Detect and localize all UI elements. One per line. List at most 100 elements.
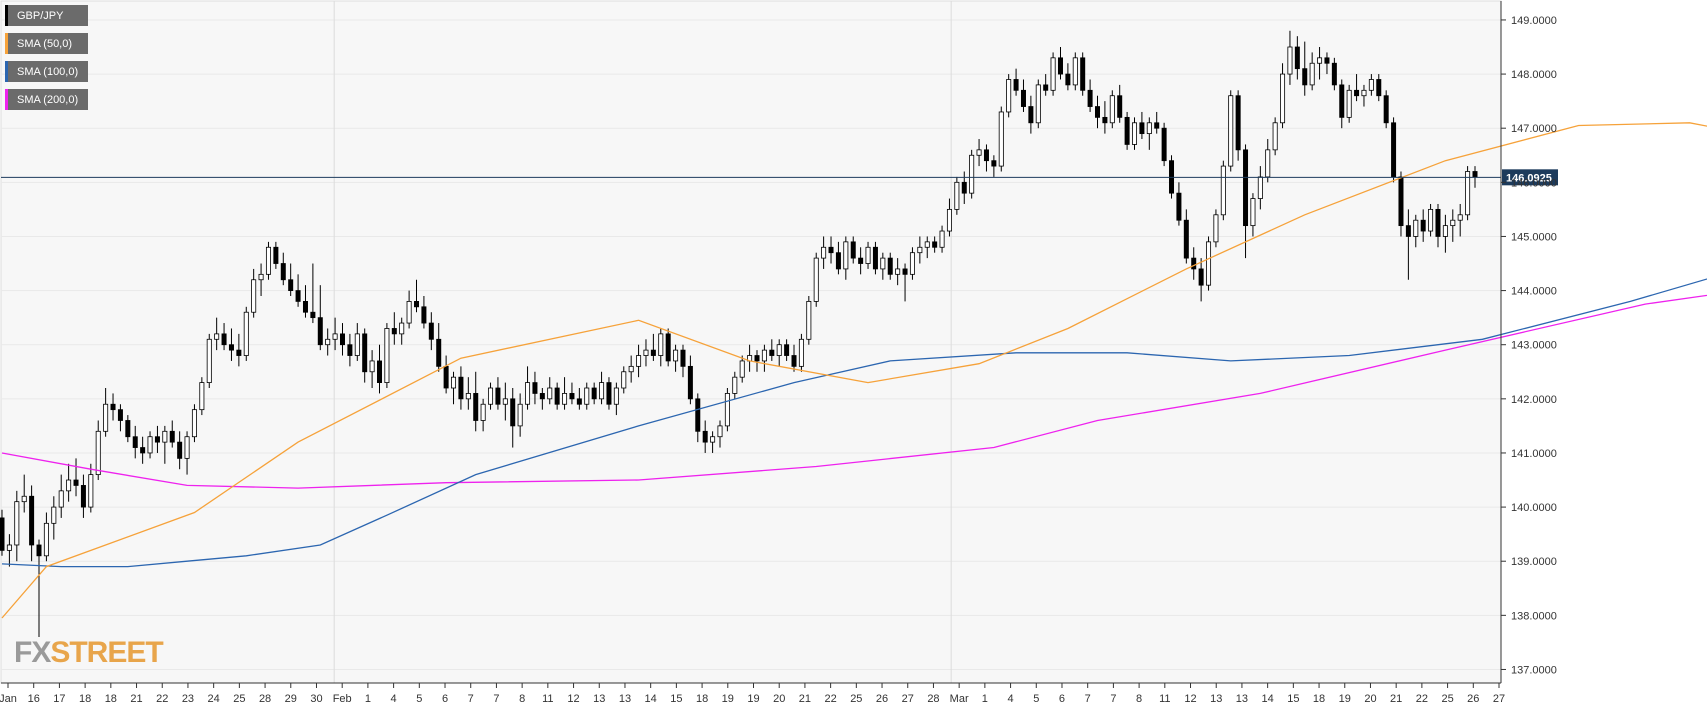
x-tick-label: 29 xyxy=(285,693,297,705)
candle xyxy=(117,404,123,432)
x-tick-label: 22 xyxy=(1416,693,1428,705)
candle xyxy=(858,247,864,275)
candle xyxy=(732,371,738,399)
candle xyxy=(1391,117,1397,183)
candle xyxy=(539,388,545,410)
candle xyxy=(184,431,190,475)
candle xyxy=(221,323,227,351)
candle xyxy=(954,176,960,215)
candle xyxy=(199,377,205,416)
candle xyxy=(310,263,316,324)
candle-body-up xyxy=(880,257,886,270)
candle xyxy=(258,263,264,296)
candle-body-down xyxy=(680,349,686,367)
candle-body-down xyxy=(339,333,345,346)
candle xyxy=(66,463,72,502)
candle-body-up xyxy=(1146,122,1152,135)
candle-body-down xyxy=(828,246,834,254)
candle-body-down xyxy=(754,355,760,362)
x-tick-label: 21 xyxy=(799,693,811,705)
candle xyxy=(998,106,1004,172)
candle-body-down xyxy=(1243,149,1249,227)
candle-body-up xyxy=(1272,122,1278,151)
candle xyxy=(243,306,249,361)
x-tick-label: Jan xyxy=(0,693,17,705)
candle xyxy=(1198,258,1204,302)
candle xyxy=(1057,47,1063,80)
x-tick-label: 7 xyxy=(1085,693,1091,705)
legend-label: GBP/JPY xyxy=(17,9,64,22)
candle xyxy=(1050,52,1056,96)
candle xyxy=(776,339,782,367)
x-tick-label: 28 xyxy=(927,693,939,705)
x-tick-label: 27 xyxy=(902,693,914,705)
candle-body-down xyxy=(769,349,775,356)
candle xyxy=(265,241,271,280)
candle xyxy=(976,139,982,167)
legend-item-sma50[interactable]: SMA (50,0) xyxy=(5,33,89,54)
candle xyxy=(1228,90,1234,172)
x-tick-label: 21 xyxy=(1390,693,1402,705)
candle xyxy=(798,333,804,372)
candle-body-up xyxy=(1287,46,1293,75)
candle-body-down xyxy=(1383,95,1389,124)
candle-body-up xyxy=(1368,79,1374,91)
candle xyxy=(1339,79,1345,129)
candle xyxy=(1428,203,1434,237)
legend-item-sma200[interactable]: SMA (200,0) xyxy=(5,89,89,110)
candle-body-up xyxy=(821,246,827,259)
x-tick-label: 20 xyxy=(773,693,785,705)
candle xyxy=(902,263,908,302)
candle xyxy=(495,377,501,410)
candle-body-up xyxy=(51,506,57,524)
x-tick-label: 13 xyxy=(593,693,605,705)
candle-body-up xyxy=(465,393,471,400)
x-tick-label: 13 xyxy=(1236,693,1248,705)
candle xyxy=(1442,214,1448,253)
candle-body-up xyxy=(369,360,375,373)
x-tick-label: 12 xyxy=(1184,693,1196,705)
candle xyxy=(1043,74,1049,96)
candle-body-up xyxy=(332,333,338,340)
plot-background xyxy=(0,0,1502,684)
candle xyxy=(517,393,523,437)
candle-body-down xyxy=(310,311,316,319)
legend-item-gbpjpy[interactable]: GBP/JPY xyxy=(5,5,89,26)
candle-body-down xyxy=(1235,95,1241,151)
candle-body-up xyxy=(1228,95,1234,167)
legend-item-sma100[interactable]: SMA (100,0) xyxy=(5,61,89,82)
candle xyxy=(1324,52,1330,75)
candlestick-series xyxy=(0,30,1478,637)
candle-body-up xyxy=(162,430,168,443)
candle-body-up xyxy=(325,338,331,346)
candle-body-down xyxy=(1331,62,1337,86)
candle-body-up xyxy=(58,490,64,508)
candle xyxy=(428,312,434,351)
candle-body-up xyxy=(251,279,257,313)
candle xyxy=(710,431,716,453)
candle xyxy=(1102,101,1108,134)
current-price-label: 146.0925 xyxy=(1506,172,1552,184)
candle-body-down xyxy=(273,246,279,264)
candle xyxy=(1368,74,1374,96)
candle xyxy=(784,339,790,361)
candle xyxy=(1183,209,1189,264)
x-tick-label: 18 xyxy=(105,693,117,705)
candle-body-up xyxy=(384,328,390,383)
candle-body-up xyxy=(724,393,730,427)
candle-body-down xyxy=(1472,171,1478,178)
candle xyxy=(1109,90,1115,129)
candle-body-down xyxy=(169,430,175,443)
candle-body-up xyxy=(451,376,457,389)
candle-body-up xyxy=(895,268,901,275)
candle xyxy=(621,366,627,394)
candle xyxy=(73,458,79,497)
candle xyxy=(613,382,619,416)
candle-body-up xyxy=(1213,214,1219,243)
candle xyxy=(1080,52,1086,96)
candle-body-down xyxy=(1094,106,1100,118)
legend-label: SMA (200,0) xyxy=(17,93,79,106)
candle-body-down xyxy=(1294,46,1300,70)
